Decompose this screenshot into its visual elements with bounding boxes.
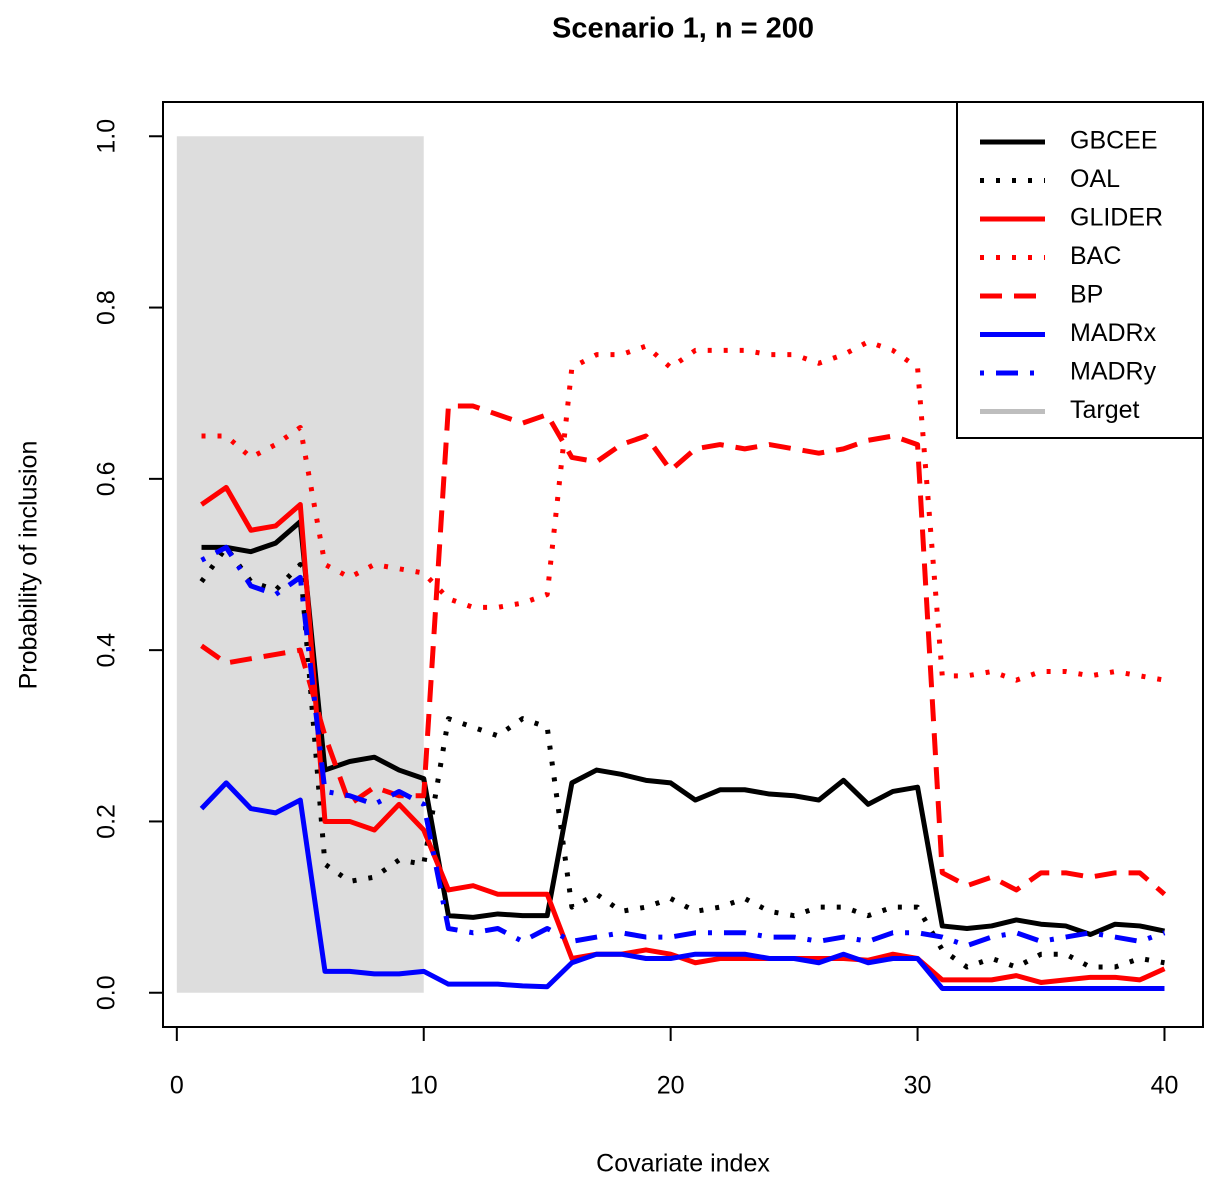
x-axis-label: Covariate index — [596, 1150, 770, 1178]
x-tick-label: 40 — [1151, 1072, 1179, 1100]
legend-label: MADRx — [1070, 319, 1157, 347]
y-tick-label: 0.4 — [93, 633, 121, 668]
y-axis-label: Probability of inclusion — [15, 441, 43, 690]
series-line — [201, 519, 1165, 937]
legend-label: BP — [1070, 281, 1103, 309]
y-tick-label: 0.6 — [93, 461, 121, 496]
series-line — [201, 339, 1165, 683]
legend-label: OAL — [1070, 165, 1120, 193]
legend-box — [956, 101, 1204, 439]
x-tick-label: 30 — [904, 1072, 932, 1100]
x-tick-label: 10 — [410, 1072, 438, 1100]
legend-label: GLIDER — [1070, 204, 1163, 232]
y-tick-label: 0.2 — [93, 804, 121, 839]
y-tick-label: 0.0 — [93, 975, 121, 1010]
legend-label: Target — [1070, 396, 1140, 424]
chart-title: Scenario 1, n = 200 — [552, 13, 814, 45]
x-tick-label: 0 — [170, 1072, 184, 1100]
legend-label: BAC — [1070, 242, 1121, 270]
series-line — [199, 780, 1165, 991]
y-tick-label: 0.8 — [93, 290, 121, 325]
x-tick-label: 20 — [657, 1072, 685, 1100]
legend-label: GBCEE — [1070, 127, 1158, 155]
series-line — [200, 403, 1167, 897]
y-tick-label: 1.0 — [93, 119, 121, 154]
series-line — [200, 544, 1166, 949]
legend-label: MADRy — [1070, 358, 1157, 386]
